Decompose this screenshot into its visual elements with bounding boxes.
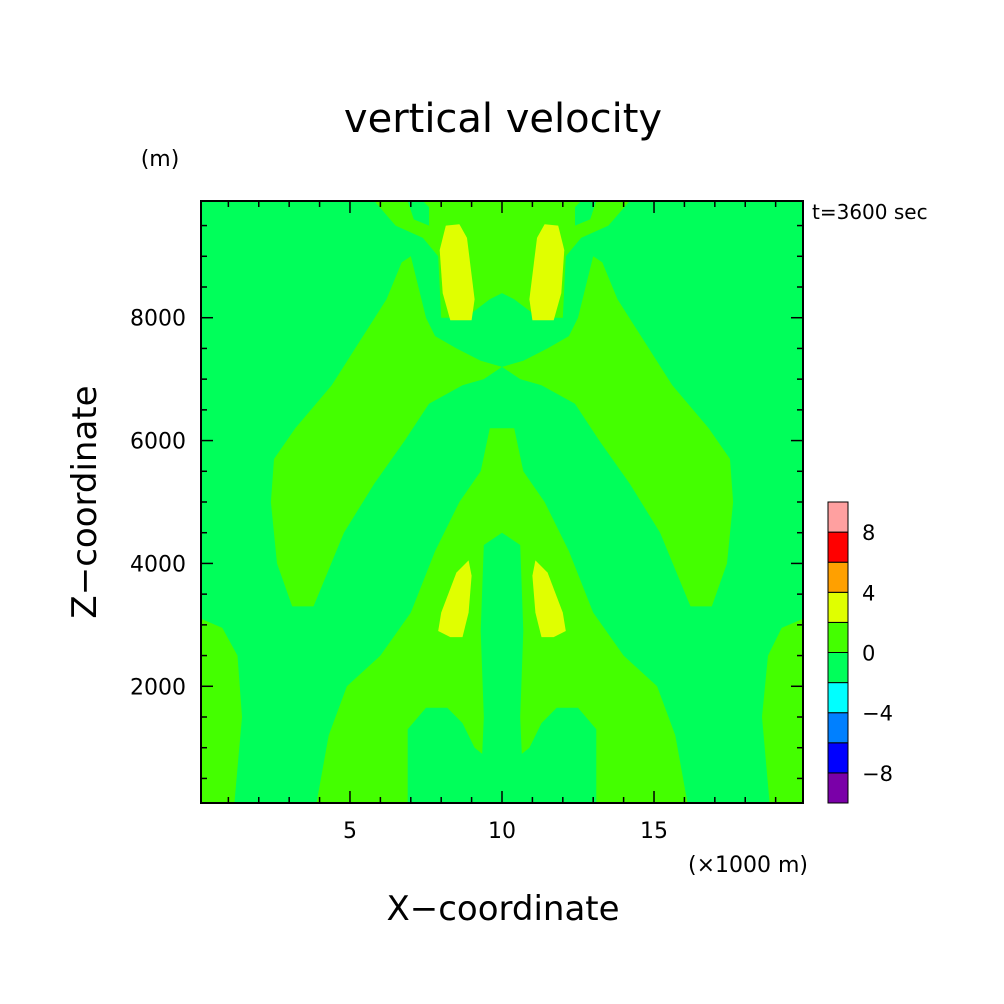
y-axis-label: Z−coordinate [65,385,105,618]
y-unit-label: (m) [141,147,180,172]
contour-region-5 [374,201,630,318]
colorbar-tick-label: 4 [862,581,875,605]
contour-region-6 [439,224,475,321]
contour-region-8 [438,560,472,638]
y-tick-label: 8000 [130,307,186,332]
y-tick-label: 6000 [130,430,186,455]
contour-region-1 [201,618,242,803]
x-tick-label: 15 [640,819,668,844]
colorbar-swatch [827,652,849,684]
x-unit-label: (×1000 m) [688,853,808,878]
colorbar-tick-label: 8 [862,521,875,545]
contour-region-2 [762,618,803,803]
x-axis-label: X−coordinate [386,889,619,929]
colorbar-tick-label: −8 [862,762,893,786]
y-tick-label: 4000 [130,552,186,577]
x-tick-label: 10 [488,819,516,844]
axis-ticks [201,201,803,803]
x-tick-labels: 5 10 15 [343,819,668,844]
chart-title: vertical velocity [344,96,662,142]
colorbar: −8 −4 0 4 8 [827,501,893,804]
plot-area [200,200,804,804]
contour-regions [201,201,803,803]
y-tick-labels: 2000 4000 6000 8000 [130,307,186,701]
time-label: t=3600 sec [812,200,928,224]
colorbar-swatch [827,682,849,714]
colorbar-swatch [827,501,849,533]
contour-region-9 [532,560,566,638]
contour-region-3 [316,428,688,803]
y-tick-label: 2000 [130,675,186,700]
colorbar-tick-label: 0 [862,642,875,666]
colorbar-swatch [827,531,849,563]
x-tick-label: 5 [343,819,357,844]
contour-region-4 [270,256,734,607]
colorbar-swatch [827,712,849,744]
colorbar-swatch [827,591,849,623]
colorbar-swatch [827,561,849,593]
colorbar-tick-label: −4 [862,702,893,726]
colorbar-swatch [827,621,849,654]
colorbar-swatch [827,742,849,774]
contour-region-7 [529,224,565,321]
colorbar-swatch [827,772,849,804]
